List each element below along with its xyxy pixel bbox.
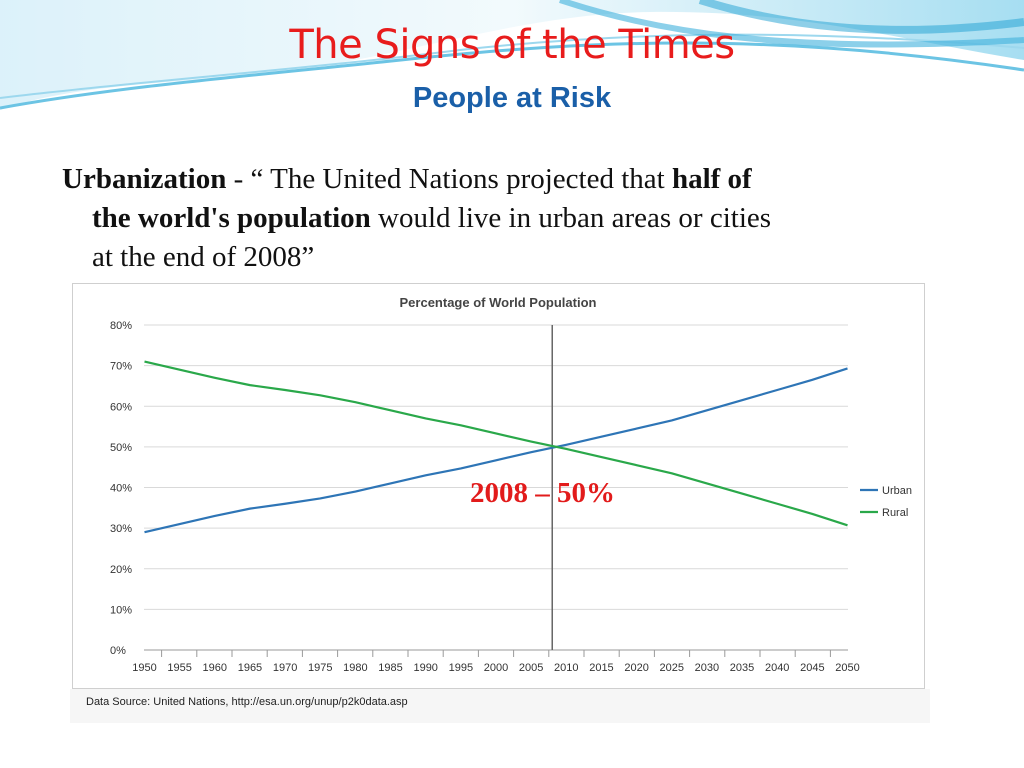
slide-subtitle: People at Risk: [412, 82, 612, 114]
x-tick-label: 2005: [519, 662, 543, 674]
series-line-rural: [144, 360, 848, 527]
body-line-2: the world's population would live in urb…: [62, 199, 962, 238]
legend-label-urban: Urban: [882, 485, 912, 497]
chart-annotation: 2008 – 50%: [470, 477, 615, 509]
y-tick-label: 80%: [110, 320, 132, 332]
y-tick-label: 40%: [110, 483, 132, 495]
chart-source: Data Source: United Nations, http://esa.…: [86, 696, 408, 708]
body-bold-2: the world's population: [92, 202, 371, 234]
y-tick-label: 70%: [110, 361, 132, 373]
y-tick-label: 0%: [110, 645, 126, 657]
y-tick-label: 50%: [110, 442, 132, 454]
x-tick-label: 1990: [413, 662, 437, 674]
slide-title: The Signs of the Times: [289, 22, 735, 68]
body-line-3: at the end of 2008”: [62, 238, 962, 277]
body-part-3: at the end of 2008”: [92, 241, 315, 273]
x-tick-label: 1985: [378, 662, 402, 674]
y-tick-label: 10%: [110, 604, 132, 616]
body-term: Urbanization: [62, 163, 227, 195]
body-bold-1: half of: [671, 163, 752, 195]
x-tick-label: 1995: [449, 662, 473, 674]
x-tick-label: 1970: [273, 662, 297, 674]
y-tick-label: 20%: [110, 564, 132, 576]
decorative-wave-header: [0, 0, 1024, 110]
x-tick-label: 2015: [589, 662, 613, 674]
x-tick-label: 2050: [835, 662, 859, 674]
x-tick-label: 2000: [484, 662, 508, 674]
x-tick-label: 2045: [800, 662, 824, 674]
series-line-urban: [144, 367, 848, 534]
x-tick-label: 1965: [238, 662, 262, 674]
body-part-1: - “ The United Nations projected that: [226, 163, 672, 195]
chart-title: Percentage of World Population: [400, 295, 597, 310]
body-part-2: would live in urban areas or cities: [370, 202, 772, 234]
x-tick-label: 1950: [132, 662, 156, 674]
line-chart: Percentage of World Population 0% 10% 20% 30…: [86, 295, 912, 708]
body-text: Urbanization - “ The United Nations proj…: [62, 160, 962, 277]
legend-label-rural: Rural: [882, 507, 908, 519]
y-tick-label: 30%: [110, 523, 132, 535]
x-tick-label: 1955: [167, 662, 191, 674]
chart-frame: [72, 283, 925, 689]
x-tick-label: 1975: [308, 662, 332, 674]
x-tick-label: 1960: [203, 662, 227, 674]
x-tick-label: 2030: [695, 662, 719, 674]
x-tick-label: 2010: [554, 662, 578, 674]
y-tick-label: 60%: [110, 401, 132, 413]
body-line-1: Urbanization - “ The United Nations proj…: [62, 160, 962, 199]
x-tick-label: 2025: [660, 662, 684, 674]
x-tick-label: 2020: [624, 662, 648, 674]
chart-footer-band: [70, 689, 930, 723]
x-tick-label: 2035: [730, 662, 754, 674]
x-tick-label: 1980: [343, 662, 367, 674]
x-tick-label: 2040: [765, 662, 789, 674]
